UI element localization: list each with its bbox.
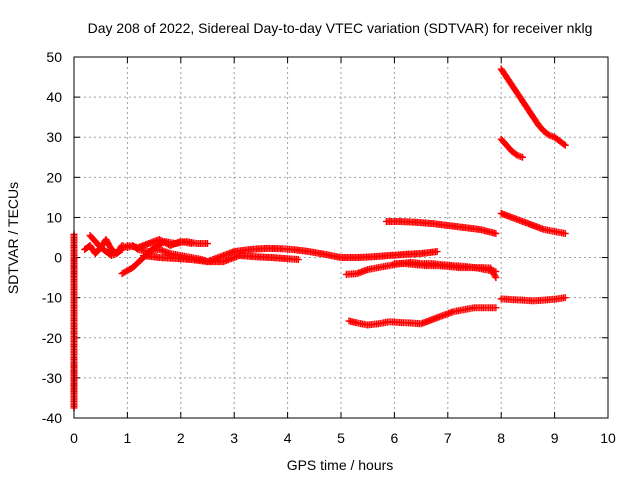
data-point [492,304,500,312]
data-point [492,274,500,282]
data-point [118,246,126,254]
data-point [560,140,568,148]
x-tick-label: 8 [497,430,505,446]
series-11 [497,65,569,149]
x-tick-label: 7 [444,430,452,446]
y-tick-label: 10 [46,209,62,225]
x-tick-label: 2 [177,430,185,446]
y-tick-label: -10 [42,290,62,306]
x-tick-label: 9 [551,430,559,446]
series-2 [81,236,441,266]
y-tick-label: -20 [42,330,62,346]
series-14 [497,294,569,305]
data-point [561,294,569,302]
x-axis-label: GPS time / hours [287,457,394,473]
x-tick-label: 6 [391,430,399,446]
data-point [561,229,569,237]
data-point [117,247,125,255]
series-12 [497,135,527,161]
x-tick-label: 5 [337,430,345,446]
data-point [294,256,302,264]
chart-title: Day 208 of 2022, Sidereal Day-to-day VTE… [88,20,593,36]
data-point [491,272,499,280]
series-10 [345,304,500,329]
series-3 [86,231,126,260]
y-tick-label: 50 [46,49,62,65]
series-5 [123,236,195,252]
x-tick-label: 0 [70,430,78,446]
data-point [433,248,441,256]
data-point [204,240,211,248]
y-axis-label: SDTVAR / TECUs [5,182,21,294]
series-8 [390,260,500,282]
y-tick-label: -40 [42,410,62,426]
series-6 [139,252,302,266]
series-9 [382,217,500,237]
data-point [519,153,527,161]
series-13 [497,209,569,237]
x-tick-label: 1 [124,430,132,446]
data-point [492,229,500,237]
y-tick-label: 20 [46,169,62,185]
y-tick-label: 40 [46,89,62,105]
x-tick-label: 10 [600,430,616,446]
data-point [187,240,195,248]
x-tick-label: 4 [284,430,292,446]
x-tick-label: 3 [230,430,238,446]
y-tick-label: 0 [54,250,62,266]
data-points [70,65,569,412]
data-point [561,141,569,149]
plot-frame [73,56,609,419]
y-tick-label: 30 [46,129,62,145]
y-tick-label: -30 [42,370,62,386]
